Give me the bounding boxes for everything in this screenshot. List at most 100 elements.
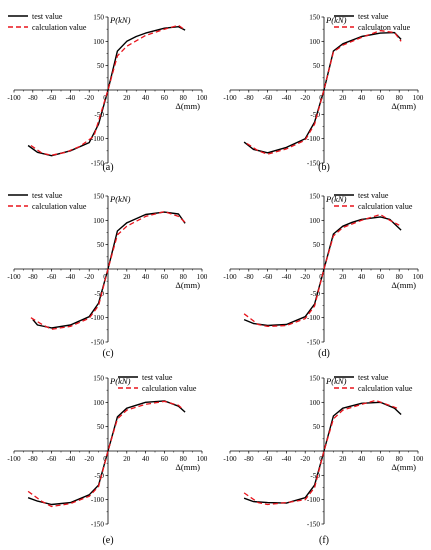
y-tick-label: -100 [307, 135, 321, 143]
y-axis-label: P(kN) [109, 194, 131, 204]
panel-label: (a) [102, 162, 113, 173]
legend-label: test value [32, 191, 63, 200]
x-tick-label: -20 [300, 94, 310, 102]
x-tick-label: -60 [263, 455, 273, 463]
y-tick-label: -50 [94, 290, 104, 298]
y-tick-label: -150 [307, 521, 321, 529]
y-tick-label: 100 [309, 217, 320, 225]
y-tick-label: 100 [93, 399, 104, 407]
x-tick-label: 60 [377, 455, 385, 463]
x-axis-label: Δ(mm) [391, 101, 416, 111]
y-tick-label: -50 [94, 472, 104, 480]
x-tick-label: 100 [413, 273, 424, 281]
x-tick-label: 40 [358, 273, 366, 281]
x-tick-label: 80 [180, 273, 188, 281]
x-tick-label: 100 [413, 455, 424, 463]
x-tick-label: -80 [28, 455, 38, 463]
y-tick-label: 150 [93, 193, 104, 201]
y-tick-label: 50 [97, 62, 105, 70]
y-tick-label: 100 [93, 38, 104, 46]
y-tick-label: -50 [310, 472, 320, 480]
x-tick-label: 80 [396, 455, 404, 463]
test-value-line [32, 211, 186, 329]
y-tick-label: 50 [97, 241, 105, 249]
y-tick-label: -50 [310, 111, 320, 119]
y-axis-label: P(kN) [325, 15, 347, 25]
x-tick-label: -80 [244, 273, 254, 281]
y-tick-label: -150 [307, 160, 321, 168]
x-tick-label: 100 [413, 94, 424, 102]
legend-label: test value [358, 373, 389, 382]
x-tick-label: 40 [142, 94, 150, 102]
chart-panel-d: -100 -80 -60 -40 -20 0 20 40 60 80 100-150-100-505… [223, 191, 423, 359]
x-tick-label: -40 [282, 273, 292, 281]
panel-label: (b) [318, 162, 330, 173]
x-tick-label: 40 [142, 273, 150, 281]
calculation-value-line [246, 29, 402, 155]
x-tick-label: -20 [84, 94, 94, 102]
x-tick-label: -60 [47, 273, 57, 281]
x-tick-label: -20 [84, 273, 94, 281]
y-tick-label: 50 [313, 62, 321, 70]
y-axis-label: P(kN) [325, 376, 347, 386]
y-tick-label: -150 [307, 339, 321, 347]
x-tick-label: 60 [377, 273, 385, 281]
x-tick-label: -40 [282, 455, 292, 463]
y-axis-label: P(kN) [325, 194, 347, 204]
x-tick-label: -60 [47, 455, 57, 463]
y-tick-label: 150 [309, 375, 320, 383]
panel-label: (e) [102, 535, 113, 546]
x-tick-label: 80 [396, 273, 404, 281]
chart-panel-f: -100 -80 -60 -40 -20 0 20 40 60 80 100-150-100-505… [223, 373, 423, 546]
panel-label: (d) [318, 348, 330, 359]
x-tick-label: -100 [223, 273, 237, 281]
x-tick-label: -100 [7, 94, 21, 102]
x-tick-label: -80 [244, 94, 254, 102]
y-tick-label: 150 [93, 375, 104, 383]
y-tick-label: -150 [91, 521, 105, 529]
x-axis-label: Δ(mm) [175, 280, 200, 290]
x-tick-label: -60 [263, 273, 273, 281]
y-tick-label: 150 [93, 14, 104, 22]
x-tick-label: 100 [197, 94, 208, 102]
x-tick-label: 20 [339, 273, 347, 281]
x-tick-label: -100 [7, 273, 21, 281]
x-tick-label: 40 [358, 94, 366, 102]
x-tick-label: 60 [377, 94, 385, 102]
x-tick-label: 20 [123, 455, 131, 463]
test-value-line [243, 31, 402, 154]
x-tick-label: 60 [161, 94, 169, 102]
x-tick-label: 100 [197, 273, 208, 281]
legend-label: calculation value [32, 202, 87, 211]
y-tick-label: 100 [93, 217, 104, 225]
legend-label: test value [32, 12, 63, 21]
legend-label: test value [358, 191, 389, 200]
x-tick-label: -40 [66, 273, 76, 281]
x-axis-label: Δ(mm) [391, 280, 416, 290]
x-tick-label: -20 [300, 273, 310, 281]
x-tick-label: 60 [161, 455, 169, 463]
x-tick-label: 80 [180, 455, 188, 463]
x-tick-label: -80 [244, 455, 254, 463]
chart-panel-b: -100 -80 -60 -40 -20 0 20 40 60 80 100-150-100-505… [223, 12, 423, 173]
y-tick-label: 150 [309, 193, 320, 201]
y-tick-label: -100 [91, 314, 105, 322]
x-tick-label: -20 [84, 455, 94, 463]
y-tick-label: -50 [94, 111, 104, 119]
x-tick-label: -80 [28, 94, 38, 102]
y-tick-label: -100 [307, 314, 321, 322]
chart-panel-e: -100 -80 -60 -40 -20 0 20 40 60 80 100-150-100-505… [7, 373, 207, 546]
y-tick-label: 50 [313, 241, 321, 249]
x-axis-label: Δ(mm) [175, 462, 200, 472]
x-tick-label: -40 [66, 94, 76, 102]
chart-panel-c: -100 -80 -60 -40 -20 0 20 40 60 80 100-150-100-505… [7, 191, 207, 359]
y-tick-label: -100 [91, 135, 105, 143]
x-axis-label: Δ(mm) [391, 462, 416, 472]
calculation-value-line [27, 400, 184, 508]
y-axis-label: P(kN) [109, 376, 131, 386]
x-axis-label: Δ(mm) [175, 101, 200, 111]
x-tick-label: -60 [47, 94, 57, 102]
x-tick-label: -100 [7, 455, 21, 463]
x-tick-label: 80 [396, 94, 404, 102]
legend-label: calculation value [358, 384, 413, 393]
